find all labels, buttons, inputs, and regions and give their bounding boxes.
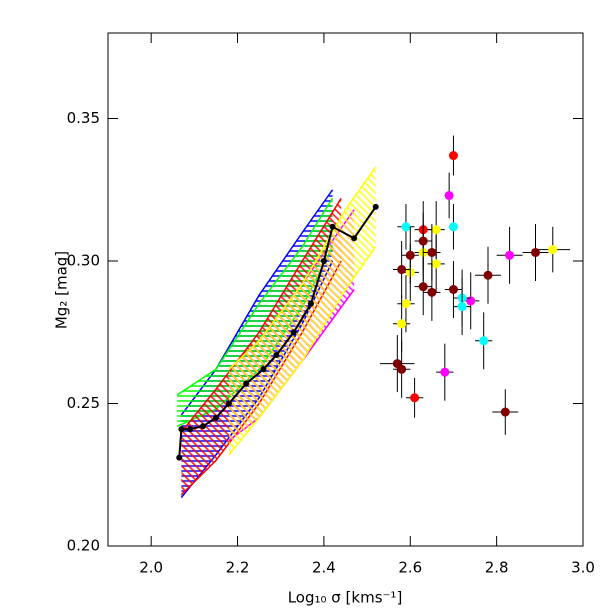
- y-tick-label: 0.20: [67, 537, 100, 555]
- point: [483, 270, 493, 280]
- point: [397, 319, 407, 329]
- trend-point: [243, 380, 250, 387]
- y-tick-label: 0.25: [67, 394, 100, 412]
- point: [427, 287, 437, 297]
- band-lower: [228, 246, 377, 456]
- point: [505, 250, 515, 260]
- x-tick-label: 2.8: [485, 559, 509, 577]
- point: [440, 367, 450, 377]
- trend-point: [329, 223, 336, 230]
- point: [448, 285, 458, 294]
- trend-point: [187, 426, 194, 433]
- point: [448, 151, 458, 161]
- point: [401, 299, 411, 309]
- point: [444, 190, 454, 200]
- band-upper: [228, 166, 377, 370]
- point: [397, 364, 407, 374]
- x-tick-label: 2.0: [139, 559, 163, 577]
- plot-frame: [107, 32, 584, 547]
- point: [410, 393, 420, 403]
- point: [479, 336, 489, 346]
- x-tick-label: 2.6: [398, 559, 422, 577]
- trend-point: [290, 329, 297, 336]
- point: [531, 247, 540, 257]
- point: [500, 407, 510, 417]
- y-tick-label: 0.30: [67, 252, 100, 270]
- x-tick-label: 3.0: [571, 559, 595, 577]
- trend-point: [176, 454, 183, 461]
- band-fill: [228, 166, 376, 455]
- band-upper: [180, 197, 342, 433]
- point: [466, 296, 476, 306]
- point: [457, 302, 467, 312]
- point: [401, 222, 411, 232]
- band-upper: [176, 197, 334, 396]
- point: [397, 265, 407, 275]
- x-axis-label: Log₁₀ σ [kms⁻¹]: [288, 589, 403, 607]
- trend-point: [212, 414, 219, 421]
- point: [405, 250, 415, 260]
- y-axis-label: Mg₂ [mag]: [53, 251, 71, 329]
- x-tick-label: 2.4: [312, 559, 336, 577]
- trend-point: [351, 235, 358, 242]
- trend-point: [307, 300, 314, 307]
- point: [448, 222, 458, 232]
- trend-point: [200, 423, 206, 430]
- trend-point: [260, 366, 267, 373]
- trend-point: [320, 258, 327, 264]
- y-tick-label: 0.35: [67, 109, 100, 127]
- point: [427, 247, 437, 257]
- trend-point: [178, 426, 185, 433]
- trend-point: [372, 203, 379, 210]
- x-tick-label: 2.2: [226, 559, 250, 577]
- point: [418, 236, 428, 246]
- point: [431, 225, 441, 235]
- point: [418, 282, 428, 292]
- trend-point: [225, 400, 232, 407]
- point: [431, 259, 441, 269]
- point: [548, 245, 558, 255]
- trend-point: [273, 352, 280, 359]
